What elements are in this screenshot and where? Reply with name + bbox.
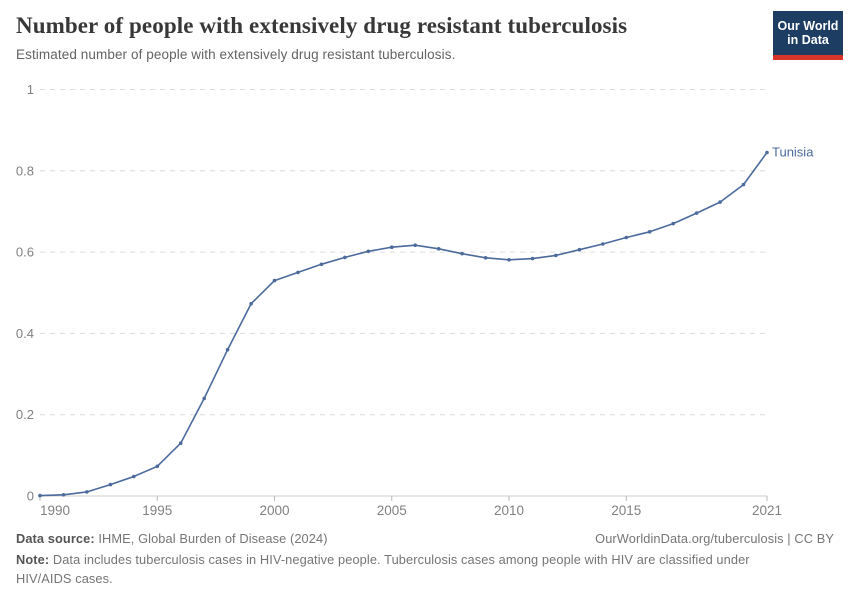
page-title: Number of people with extensively drug r… [16,13,628,38]
data-point[interactable] [249,301,253,306]
data-point[interactable] [483,255,488,260]
x-tick-label: 2010 [494,503,524,518]
data-point[interactable] [319,262,324,267]
y-axis-labels: 0 0.2 0.4 0.6 0.8 1 [16,82,34,504]
x-tick-label: 1995 [142,503,172,518]
data-point[interactable] [38,493,42,498]
x-tick-label: 1990 [40,503,70,518]
data-point[interactable] [296,270,300,275]
line-chart[interactable]: 0 0.2 0.4 0.6 0.8 1 1990 1995 2000 2005 2010 2015 20… [0,0,850,525]
data-point[interactable] [132,474,136,479]
x-axis-labels: 1990 1995 2000 2005 2010 2015 2021 [40,503,782,518]
x-axis-ticks [39,496,768,501]
data-point[interactable] [272,278,277,283]
data-point[interactable] [85,490,89,494]
chart-subtitle: Estimated number of people with extensiv… [16,46,456,62]
data-point[interactable] [624,235,629,240]
data-point[interactable] [202,396,206,401]
x-tick-label: 2005 [377,503,407,518]
y-tick-label: 0.4 [16,326,34,341]
chart-footer: Data source: IHME, Global Burden of Dise… [16,531,834,588]
y-tick-label: 0.2 [16,407,34,422]
y-tick-label: 0.8 [16,163,34,178]
y-tick-label: 0.6 [16,245,34,260]
owid-logo-line2: in Data [787,33,829,47]
x-tick-label: 2000 [259,503,289,518]
note-label: Note: [16,552,50,567]
data-source: Data source: IHME, Global Burden of Dise… [16,531,328,546]
series-line-tunisia[interactable] [39,151,768,497]
data-point[interactable] [155,464,160,469]
owid-logo: Our World in Data [773,11,843,60]
data-point[interactable] [61,493,66,497]
y-gridlines [40,89,767,497]
data-point[interactable] [343,255,347,260]
data-point[interactable] [530,256,535,261]
data-point[interactable] [178,441,183,446]
data-point[interactable] [671,221,675,226]
y-tick-label: 0 [27,489,34,504]
data-point[interactable] [366,249,371,254]
data-point[interactable] [601,242,605,246]
data-point-markers[interactable] [38,150,769,498]
data-point[interactable] [718,200,722,204]
data-point[interactable] [460,251,464,256]
owid-logo-text: Our World in Data [773,11,843,55]
chart-header: Number of people with extensively drug r… [16,12,760,62]
x-tick-label: 2015 [611,503,641,518]
chart-note: Note: Data includes tuberculosis cases i… [16,551,778,588]
data-point[interactable] [225,347,230,352]
data-point[interactable] [108,482,113,487]
data-point[interactable] [436,247,441,251]
data-point[interactable] [741,182,746,187]
data-point[interactable] [577,247,582,252]
data-source-value: IHME, Global Burden of Disease (2024) [94,531,328,546]
owid-logo-line1: Our World [777,18,839,33]
owid-logo-red-bar [773,55,843,60]
note-value: Data includes tuberculosis cases in HIV-… [16,552,750,586]
x-tick-label: 2021 [752,503,782,518]
data-source-label: Data source: [16,531,95,546]
data-point[interactable] [390,245,394,249]
data-point[interactable] [507,258,511,262]
data-point[interactable] [413,243,418,247]
series-end-label-tunisia[interactable]: Tunisia [772,145,814,160]
data-point[interactable] [554,253,558,258]
rights-link[interactable]: OurWorldinData.org/tuberculosis | CC BY [595,531,834,546]
data-point[interactable] [694,211,699,215]
data-point[interactable] [647,230,652,234]
data-point[interactable] [765,150,769,155]
y-tick-label: 1 [27,82,34,97]
